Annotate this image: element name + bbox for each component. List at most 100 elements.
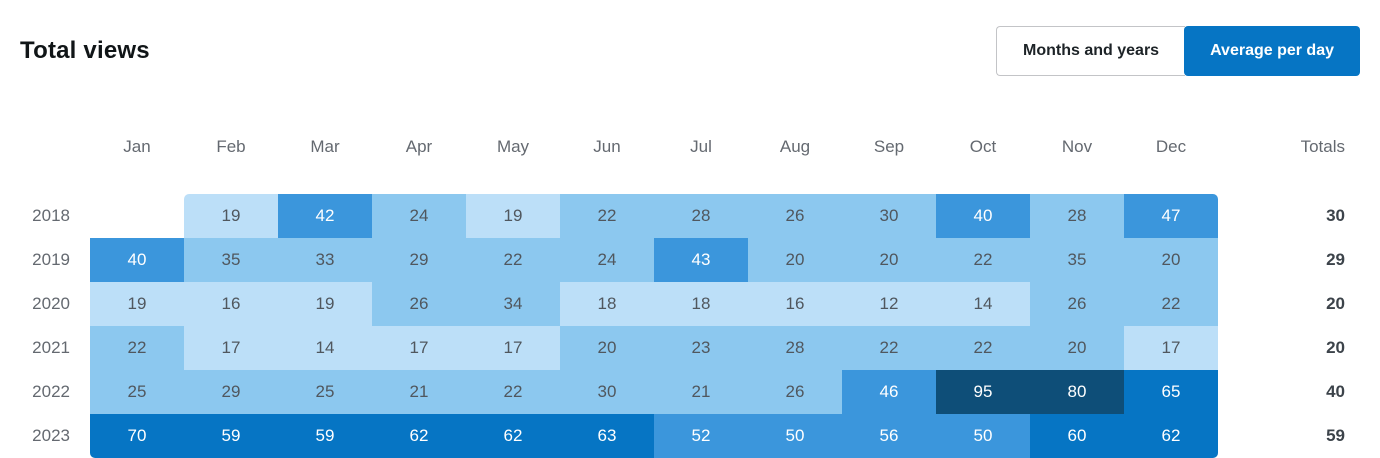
- heatmap-cell-2019-nov: 35: [1030, 238, 1124, 282]
- heatmap-cell-2018-sep: 30: [842, 194, 936, 238]
- year-total-2023: 59: [1326, 426, 1345, 445]
- heatmap-cell-2022-jun: 30: [560, 370, 654, 414]
- heatmap-cell-2020-dec: 22: [1124, 282, 1218, 326]
- month-header-oct: Oct: [969, 137, 997, 156]
- heatmap-cell-2022-jan: 25: [90, 370, 184, 414]
- heatmap-cell-2023-oct: 50: [936, 414, 1030, 458]
- heatmap-cell-2021-nov: 20: [1030, 326, 1124, 370]
- heatmap-cell-2020-apr: 26: [372, 282, 466, 326]
- heatmap-cell-2022-oct: 95: [936, 370, 1030, 414]
- heatmap-cell-2023-sep: 56: [842, 414, 936, 458]
- month-header-row: Jan Feb Mar Apr May Jun Jul Aug Sep Oct Nov Dec Tota…: [20, 132, 1360, 162]
- totals-header: Totals: [1300, 137, 1345, 156]
- month-header-may: May: [496, 137, 530, 156]
- heatmap-cell-2021-apr: 17: [372, 326, 466, 370]
- month-header-aug: Aug: [779, 137, 811, 156]
- heatmap-cell-2021-jun: 20: [560, 326, 654, 370]
- heatmap-row-2023: 2023 70 59 59 62 62 63 52 50 56 50 60 62 59: [20, 414, 1360, 458]
- heatmap-cell-2018-jun: 22: [560, 194, 654, 238]
- year-label-2021: 2021: [32, 338, 70, 357]
- heatmap-cell-2021-jul: 23: [654, 326, 748, 370]
- heatmap-cell-2020-jan: 19: [90, 282, 184, 326]
- heatmap-cell-2022-mar: 25: [278, 370, 372, 414]
- year-total-2020: 20: [1326, 294, 1345, 313]
- year-total-2021: 20: [1326, 338, 1345, 357]
- heatmap-cell-2021-aug: 28: [748, 326, 842, 370]
- month-header-mar: Mar: [310, 137, 340, 156]
- heatmap-cell-2023-nov: 60: [1030, 414, 1124, 458]
- heatmap-cell-2023-aug: 50: [748, 414, 842, 458]
- heatmap-cell-2022-dec: 65: [1124, 370, 1218, 414]
- heatmap-cell-2023-jul: 52: [654, 414, 748, 458]
- heatmap-cell-2023-may: 62: [466, 414, 560, 458]
- heatmap-cell-2023-jun: 63: [560, 414, 654, 458]
- month-header-dec: Dec: [1155, 137, 1187, 156]
- toggle-months-and-years-button[interactable]: Months and years: [996, 26, 1186, 76]
- heatmap-cell-2021-oct: 22: [936, 326, 1030, 370]
- heatmap-row-2022: 2022 25 29 25 21 22 30 21 26 46 95 80 65 40: [20, 370, 1360, 414]
- view-toggle: Months and years Average per day: [996, 26, 1360, 76]
- heatmap-cell-2018-dec: 47: [1124, 194, 1218, 238]
- heatmap-cell-2018-oct: 40: [936, 194, 1030, 238]
- month-header-jun: Jun: [593, 137, 621, 156]
- heatmap-cell-2018-jan: [90, 194, 184, 238]
- year-label-2020: 2020: [32, 294, 70, 313]
- heatmap-cell-2020-may: 34: [466, 282, 560, 326]
- heatmap-cell-2020-oct: 14: [936, 282, 1030, 326]
- heatmap-cell-2022-apr: 21: [372, 370, 466, 414]
- heatmap-cell-2022-sep: 46: [842, 370, 936, 414]
- heatmap-cell-2019-feb: 35: [184, 238, 278, 282]
- heatmap: 2018 19 42 24 19 22 28 26 30 40 28 47 30 2019 40 35 33 29…: [20, 194, 1360, 458]
- heatmap-cell-2019-aug: 20: [748, 238, 842, 282]
- month-header-feb: Feb: [216, 137, 246, 156]
- heatmap-cell-2018-may: 19: [466, 194, 560, 238]
- heatmap-cell-2021-jan: 22: [90, 326, 184, 370]
- heatmap-cell-2023-apr: 62: [372, 414, 466, 458]
- heatmap-cell-2020-nov: 26: [1030, 282, 1124, 326]
- month-header-jul: Jul: [690, 137, 712, 156]
- heatmap-cell-2020-sep: 12: [842, 282, 936, 326]
- heatmap-cell-2018-feb: 19: [184, 194, 278, 238]
- heatmap-cell-2019-jul: 43: [654, 238, 748, 282]
- heatmap-cell-2019-jun: 24: [560, 238, 654, 282]
- year-total-2022: 40: [1326, 382, 1345, 401]
- heatmap-cell-2019-jan: 40: [90, 238, 184, 282]
- heatmap-cell-2021-may: 17: [466, 326, 560, 370]
- heatmap-cell-2023-dec: 62: [1124, 414, 1218, 458]
- heatmap-cell-2020-jun: 18: [560, 282, 654, 326]
- heatmap-cell-2022-jul: 21: [654, 370, 748, 414]
- toggle-average-per-day-button[interactable]: Average per day: [1184, 26, 1360, 76]
- year-total-2019: 29: [1326, 250, 1345, 269]
- heatmap-cell-2018-jul: 28: [654, 194, 748, 238]
- heatmap-cell-2019-may: 22: [466, 238, 560, 282]
- heatmap-cell-2019-sep: 20: [842, 238, 936, 282]
- month-header-sep: Sep: [873, 137, 905, 156]
- year-label-2022: 2022: [32, 382, 70, 401]
- heatmap-row-2019: 2019 40 35 33 29 22 24 43 20 20 22 35 20 29: [20, 238, 1360, 282]
- heatmap-cell-2019-apr: 29: [372, 238, 466, 282]
- month-header-apr: Apr: [405, 137, 433, 156]
- heatmap-cell-2023-jan: 70: [90, 414, 184, 458]
- heatmap-cell-2023-feb: 59: [184, 414, 278, 458]
- heatmap-cell-2022-feb: 29: [184, 370, 278, 414]
- heatmap-cell-2021-dec: 17: [1124, 326, 1218, 370]
- heatmap-row-2018: 2018 19 42 24 19 22 28 26 30 40 28 47 30: [20, 194, 1360, 238]
- heatmap-cell-2020-mar: 19: [278, 282, 372, 326]
- year-label-2019: 2019: [32, 250, 70, 269]
- heatmap-cell-2018-aug: 26: [748, 194, 842, 238]
- heatmap-row-2020: 2020 19 16 19 26 34 18 18 16 12 14 26 22 20: [20, 282, 1360, 326]
- heatmap-cell-2022-may: 22: [466, 370, 560, 414]
- year-total-2018: 30: [1326, 206, 1345, 225]
- month-header-nov: Nov: [1061, 137, 1093, 156]
- heatmap-cell-2018-nov: 28: [1030, 194, 1124, 238]
- heatmap-cell-2018-mar: 42: [278, 194, 372, 238]
- heatmap-cell-2021-feb: 17: [184, 326, 278, 370]
- heatmap-cell-2023-mar: 59: [278, 414, 372, 458]
- heatmap-cell-2022-aug: 26: [748, 370, 842, 414]
- page-title: Total views: [20, 37, 150, 64]
- heatmap-cell-2021-sep: 22: [842, 326, 936, 370]
- heatmap-cell-2019-dec: 20: [1124, 238, 1218, 282]
- heatmap-cell-2021-mar: 14: [278, 326, 372, 370]
- heatmap-cell-2019-oct: 22: [936, 238, 1030, 282]
